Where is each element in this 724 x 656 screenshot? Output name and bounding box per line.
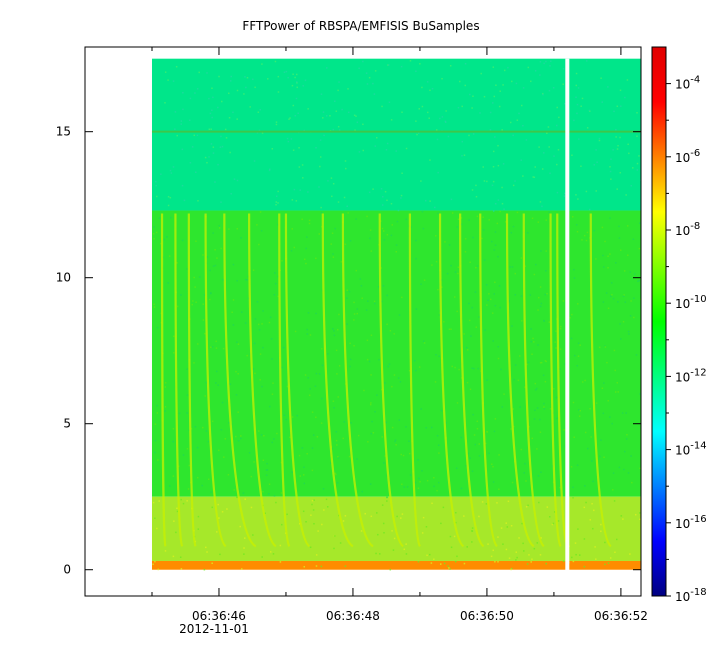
heatmap-noise	[152, 60, 641, 571]
colorbar-tick-label: 10-8	[675, 221, 700, 238]
chorus-streak	[378, 213, 404, 548]
colorbar-tick-label: 10-6	[675, 148, 700, 165]
y-tick-label: 5	[63, 417, 71, 431]
chorus-streak	[556, 213, 569, 547]
chorus-streak	[174, 213, 184, 547]
heatmap-layer	[151, 58, 641, 571]
chorus-streaks	[160, 213, 612, 548]
chorus-streak	[223, 213, 257, 548]
chart-title: FFTPower of RBSPA/EMFISIS BuSamples	[242, 19, 479, 33]
chorus-streak	[321, 213, 354, 548]
chorus-streak	[341, 213, 374, 548]
chorus-streak	[459, 213, 485, 548]
x-tick-label: 06:36:50	[460, 609, 514, 623]
colorbar-tick-label: 10-18	[675, 587, 707, 604]
chorus-streak	[248, 213, 277, 548]
chorus-streak	[522, 213, 545, 548]
chorus-streak	[204, 213, 227, 548]
colorbar	[651, 46, 667, 597]
chorus-streak	[160, 213, 167, 547]
chorus-streak	[187, 213, 197, 547]
x-tick-label: 06:36:48	[326, 609, 380, 623]
chorus-streak	[479, 213, 498, 548]
heatmap-region	[151, 560, 641, 570]
chorus-streak	[549, 213, 562, 547]
chorus-streak	[408, 213, 421, 547]
y-tick-label: 0	[63, 563, 71, 577]
x-axis: 06:36:46 06:36:48 06:36:50 06:36:52	[151, 47, 648, 623]
chorus-streak	[284, 213, 311, 548]
x-tick-label: 06:36:52	[594, 609, 648, 623]
colorbar-tick-label: 10-10	[675, 294, 707, 311]
y-tick-label: 15	[56, 125, 71, 139]
chorus-streak	[438, 213, 465, 548]
heatmap-region	[151, 58, 641, 211]
colorbar-tick-label: 10-14	[675, 441, 707, 458]
colorbar-tick-label: 10-16	[675, 514, 707, 531]
y-axis: 0 5 10 15	[56, 125, 641, 577]
data-gap	[565, 58, 570, 571]
colorbar-tick-label: 10-12	[675, 367, 707, 384]
y-tick-label: 10	[56, 271, 71, 285]
chorus-streak	[589, 213, 612, 548]
x-date-label: 2012-11-01	[179, 622, 249, 636]
x-tick-label: 06:36:46	[192, 609, 246, 623]
colorbar-tick-label: 10-4	[675, 75, 700, 92]
colorbar-axis: 10-18 10-16 10-14 10-12 10-10 10-8 10-6 10-4	[666, 75, 707, 604]
chorus-streak	[505, 213, 535, 548]
chorus-streak	[278, 213, 291, 547]
